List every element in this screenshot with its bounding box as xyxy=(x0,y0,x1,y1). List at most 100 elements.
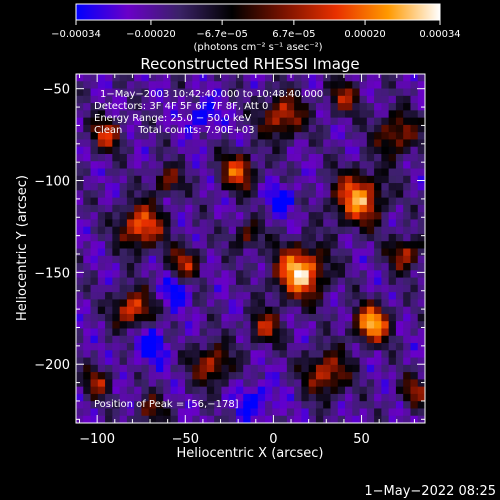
heatmap-cell xyxy=(308,299,317,308)
heatmap-cell xyxy=(199,183,208,191)
heatmap-cell xyxy=(141,401,150,409)
heatmap-cell xyxy=(90,255,99,264)
heatmap-cell xyxy=(410,183,419,191)
heatmap-cell xyxy=(112,335,121,344)
heatmap-cell xyxy=(185,204,193,213)
heatmap-cell xyxy=(417,204,425,213)
heatmap-cell xyxy=(279,117,288,126)
heatmap-cell xyxy=(97,408,106,417)
heatmap-cell xyxy=(381,313,390,322)
heatmap-cell xyxy=(155,124,164,133)
heatmap-cell xyxy=(192,103,200,111)
heatmap-cell xyxy=(97,335,106,344)
heatmap-cell xyxy=(214,183,222,191)
heatmap-cell xyxy=(185,74,193,82)
heatmap-cell xyxy=(119,146,128,155)
heatmap-cell xyxy=(352,277,360,286)
heatmap-cell xyxy=(279,124,288,133)
heatmap-cell xyxy=(228,88,237,97)
heatmap-cell xyxy=(337,219,346,228)
heatmap-cell xyxy=(265,117,273,126)
heatmap-cell xyxy=(286,364,295,373)
heatmap-cell xyxy=(308,226,317,235)
heatmap-cell xyxy=(185,197,193,206)
heatmap-cell xyxy=(119,219,128,228)
heatmap-cell xyxy=(97,386,106,395)
heatmap-cell xyxy=(250,117,259,126)
annotation-energy-range: Energy Range: 25.0 − 50.0 keV xyxy=(94,113,251,124)
heatmap-cell xyxy=(417,219,425,228)
heatmap-cell xyxy=(250,248,259,257)
heatmap-cell xyxy=(221,335,230,344)
heatmap-cell xyxy=(243,284,251,293)
heatmap-cell xyxy=(359,103,368,111)
heatmap-cell xyxy=(221,74,230,82)
heatmap-cell xyxy=(214,139,222,148)
heatmap-cell xyxy=(105,204,113,213)
heatmap-cell xyxy=(170,233,179,242)
heatmap-cell xyxy=(330,139,339,148)
heatmap-cell xyxy=(395,379,404,388)
heatmap-cell xyxy=(337,372,346,380)
heatmap-cell xyxy=(90,241,99,249)
heatmap-cell xyxy=(315,81,324,89)
heatmap-cell xyxy=(352,263,360,271)
heatmap-cell xyxy=(323,401,331,409)
heatmap-cell xyxy=(235,219,244,228)
heatmap-cell xyxy=(250,306,259,315)
heatmap-cell xyxy=(286,321,295,329)
heatmap-cell xyxy=(323,393,331,402)
heatmap-cell xyxy=(192,161,200,169)
heatmap-cell xyxy=(395,393,404,402)
heatmap-cell xyxy=(235,255,244,264)
heatmap-cell xyxy=(417,386,425,395)
heatmap-cell xyxy=(374,81,382,89)
heatmap-cell xyxy=(177,117,186,126)
heatmap-cell xyxy=(265,306,273,315)
heatmap-cell xyxy=(294,197,302,206)
heatmap-cell xyxy=(235,408,244,417)
heatmap-cell xyxy=(119,313,128,322)
heatmap-cell xyxy=(395,284,404,293)
heatmap-cell xyxy=(366,161,375,169)
heatmap-cell xyxy=(206,103,215,111)
heatmap-cell xyxy=(330,364,339,373)
heatmap-cell xyxy=(279,364,288,373)
heatmap-cell xyxy=(243,292,251,300)
heatmap-cell xyxy=(366,88,375,97)
heatmap-cell xyxy=(337,74,346,82)
heatmap-cell xyxy=(170,146,179,155)
heatmap-cell xyxy=(206,219,215,228)
heatmap-cell xyxy=(265,328,273,337)
heatmap-cell xyxy=(345,277,353,286)
heatmap-cell xyxy=(155,306,164,315)
heatmap-cell xyxy=(170,219,179,228)
heatmap-cell xyxy=(279,103,288,111)
heatmap-cell xyxy=(112,183,121,191)
heatmap-cell xyxy=(315,212,324,220)
heatmap-cell xyxy=(250,81,259,89)
heatmap-cell xyxy=(374,168,382,177)
heatmap-cell xyxy=(323,212,331,220)
heatmap-cell xyxy=(250,233,259,242)
heatmap-cell xyxy=(403,313,411,322)
heatmap-cell xyxy=(417,117,425,126)
heatmap-cell xyxy=(265,393,273,402)
heatmap-cell xyxy=(315,74,324,82)
heatmap-cell xyxy=(265,161,273,169)
heatmap-cell xyxy=(279,183,288,191)
heatmap-cell xyxy=(90,161,99,169)
heatmap-cell xyxy=(345,328,353,337)
heatmap-cell xyxy=(170,241,179,249)
heatmap-cell xyxy=(134,379,142,388)
heatmap-cell xyxy=(206,263,215,271)
heatmap-cell xyxy=(170,313,179,322)
heatmap-cell xyxy=(337,212,346,220)
heatmap-cell xyxy=(265,212,273,220)
heatmap-cell xyxy=(294,190,302,198)
heatmap-cell xyxy=(374,95,382,104)
heatmap-cell xyxy=(265,132,273,140)
heatmap-cell xyxy=(345,153,353,162)
heatmap-cell xyxy=(177,103,186,111)
heatmap-cell xyxy=(126,103,135,111)
